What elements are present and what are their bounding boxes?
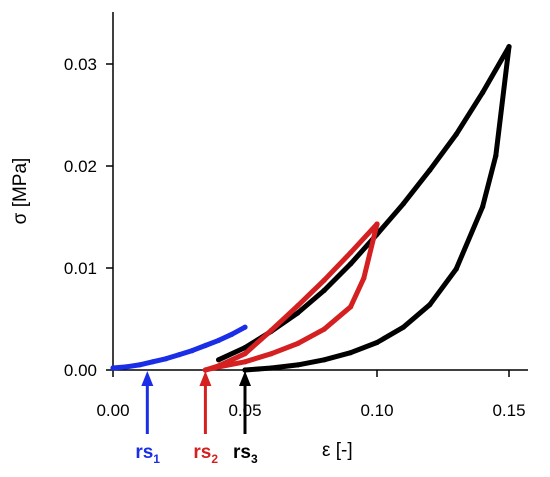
rs-arrow-head [141, 371, 154, 386]
series-point [348, 304, 354, 310]
rs-label-2: rs2 [193, 442, 218, 466]
series-point [216, 337, 222, 343]
series-point [242, 367, 248, 373]
series-point [400, 324, 406, 330]
series-point [427, 302, 433, 308]
series-point [176, 352, 182, 358]
series-point [321, 357, 327, 363]
series-point [163, 356, 169, 362]
series-point [229, 331, 235, 337]
series-point [110, 365, 116, 371]
series-point [216, 357, 222, 363]
series-point [123, 364, 129, 370]
x-tick-label: 0.00 [96, 401, 129, 420]
series-point [268, 365, 274, 371]
series-point [480, 90, 486, 96]
series-point [295, 303, 301, 309]
rs-arrow-head [199, 371, 212, 386]
series-point [242, 351, 248, 357]
series-point [202, 367, 208, 373]
y-tick-label: 0.00 [64, 361, 97, 380]
y-tick-label: 0.02 [64, 157, 97, 176]
series-point [242, 359, 248, 365]
plot-area [112, 12, 528, 371]
series-point [321, 277, 327, 283]
x-tick-label: 0.10 [360, 401, 393, 420]
series-point [506, 44, 512, 50]
series-point [321, 287, 327, 293]
y-tick-label: 0.01 [64, 259, 97, 278]
x-tick-label: 0.15 [492, 401, 525, 420]
series-point [136, 362, 142, 368]
series-point [348, 350, 354, 356]
series-point [493, 153, 499, 159]
series-point [400, 201, 406, 207]
x-ticks: 0.000.050.100.15 [96, 370, 526, 420]
rs-label-1: rs1 [135, 442, 160, 466]
series-layer [110, 44, 512, 373]
series-line-3 [202, 221, 380, 373]
series-line-4 [202, 221, 380, 373]
series-point [321, 326, 327, 332]
series-point [295, 362, 301, 368]
x-axis-label: ε [-] [322, 440, 353, 461]
series-point [268, 327, 274, 333]
series-point [242, 345, 248, 351]
series-point [480, 204, 486, 210]
y-axis-label: σ [MPa] [10, 158, 31, 225]
rs-label-3: rs3 [233, 442, 258, 466]
annotation-layer: rs1 rs2 rs3 [135, 371, 258, 466]
series-point [453, 266, 459, 272]
series-point [216, 363, 222, 369]
series-point [189, 348, 195, 354]
series-point [374, 221, 380, 227]
y-tick-label: 0.03 [64, 55, 97, 74]
series-point [427, 167, 433, 173]
y-ticks: 0.00 0.01 0.02 0.03 [64, 55, 113, 380]
rs-arrow-head [239, 371, 251, 386]
series-point [242, 324, 248, 330]
series-point [295, 310, 301, 316]
series-point [150, 359, 156, 365]
series-point [361, 275, 367, 281]
series-point [295, 340, 301, 347]
series-point [255, 366, 261, 372]
series-point [268, 351, 274, 357]
series-point [348, 261, 354, 267]
series-line-2 [216, 44, 512, 363]
series-point [348, 250, 354, 256]
series-point [374, 339, 380, 346]
series-point [202, 342, 208, 349]
series-point [453, 131, 459, 137]
